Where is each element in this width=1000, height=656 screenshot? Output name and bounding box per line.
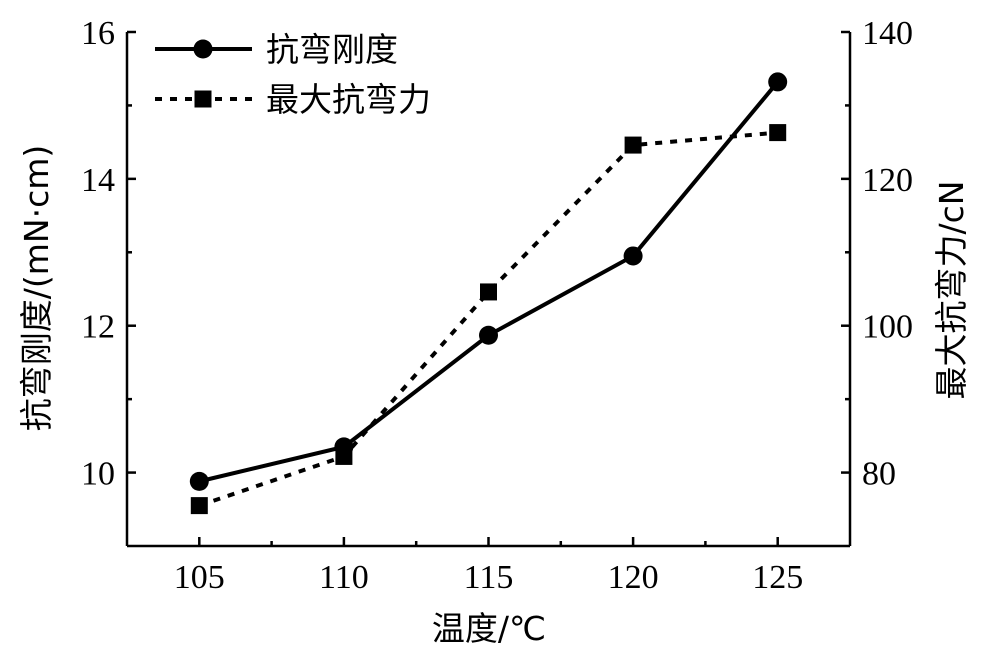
legend-label-bending-stiffness: 抗弯刚度 [266,30,398,69]
legend-label-max-bending-force: 最大抗弯力 [266,80,431,119]
x-axis-title: 温度/℃ [432,609,546,648]
y-left-tick-label: 10 [81,456,115,493]
y-right-tick-label: 120 [862,162,913,199]
bending-stiffness-point [479,325,498,345]
y-left-tick-label: 14 [81,162,115,199]
series-layer [189,72,788,515]
legend-marker-max-bending-force [194,90,212,108]
legend-marker-bending-stiffness [193,39,213,59]
bending-stiffness-point [623,246,643,266]
bending-stiffness-point [768,72,788,92]
bending-stiffness-point [189,471,209,491]
max-bending-force-point [480,283,497,301]
x-tick-label: 110 [319,559,369,596]
y-axis-right-title: 最大抗弯力/cN [932,181,971,400]
ticks-group: 105 110 115 120 125 10 12 14 16 80 100 120 140 [81,15,913,596]
max-bending-force-point [769,124,787,142]
y-axis-left-title: 抗弯刚度/(mN·cm) [17,145,56,431]
x-tick-label: 115 [464,559,514,596]
y-left-tick-label: 16 [81,15,115,52]
y-right-tick-label: 140 [862,15,913,52]
max-bending-force-point [335,447,353,465]
y-left-tick-label: 12 [81,309,115,346]
max-bending-force-point [624,136,642,154]
x-tick-label: 120 [608,559,659,596]
max-bending-force-point [190,497,208,515]
y-right-tick-label: 100 [862,309,913,346]
y-right-tick-label: 80 [862,456,896,493]
x-tick-label: 105 [174,559,225,596]
x-tick-label: 125 [752,559,803,596]
